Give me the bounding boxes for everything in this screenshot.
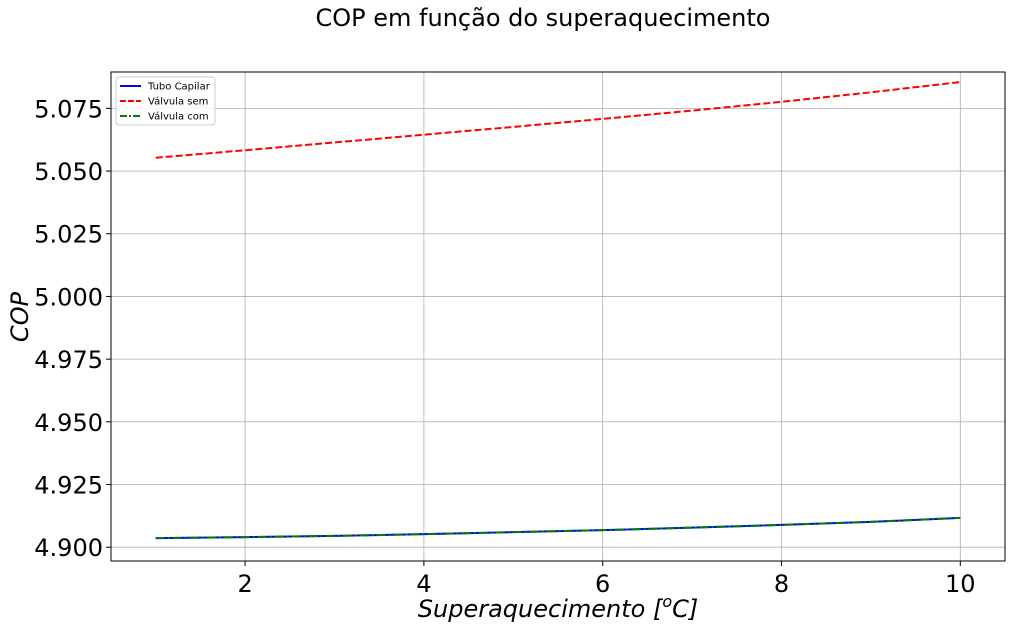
y-axis-label: COP <box>6 291 34 342</box>
y-tick-label: 5.075 <box>34 95 103 123</box>
legend: Tubo Capilar Válvula sem Válvula com <box>115 76 216 126</box>
legend-box <box>115 76 216 126</box>
y-tick-label: 4.975 <box>34 346 103 374</box>
x-axis-label: Superaquecimento [oC] <box>418 592 698 623</box>
x-tick-label: 2 <box>237 570 252 598</box>
series-line-v-lvula-com <box>155 516 961 540</box>
y-tick-label: 5.050 <box>34 158 103 186</box>
series-line-v-lvula-sem <box>155 81 961 159</box>
x-tick-label: 4 <box>416 570 431 598</box>
legend-label: Tubo Capilar <box>147 82 211 93</box>
legend-label: Válvula sem <box>148 96 208 108</box>
series-lines <box>155 81 961 540</box>
legend-label: Válvula com <box>148 111 209 123</box>
grid <box>111 72 1005 561</box>
y-tick-label: 4.925 <box>34 472 103 500</box>
x-tick-label: 6 <box>595 570 610 598</box>
chart-title: COP em função do superaquecimento <box>316 4 771 32</box>
y-tick-label: 4.950 <box>34 409 103 437</box>
y-tick-label: 5.000 <box>34 283 103 311</box>
x-axis-ticks: 2 4 6 8 10 <box>237 561 976 598</box>
x-tick-label: 8 <box>774 570 789 598</box>
y-axis-ticks: 4.900 4.925 4.950 4.975 5.000 5.025 5.050 5.075 <box>34 95 111 562</box>
y-tick-label: 5.025 <box>34 221 103 249</box>
plot-frame <box>110 71 1006 562</box>
y-tick-label: 4.900 <box>34 534 103 562</box>
x-tick-label: 10 <box>945 570 976 598</box>
series-line-tubo-capilar <box>155 516 961 540</box>
